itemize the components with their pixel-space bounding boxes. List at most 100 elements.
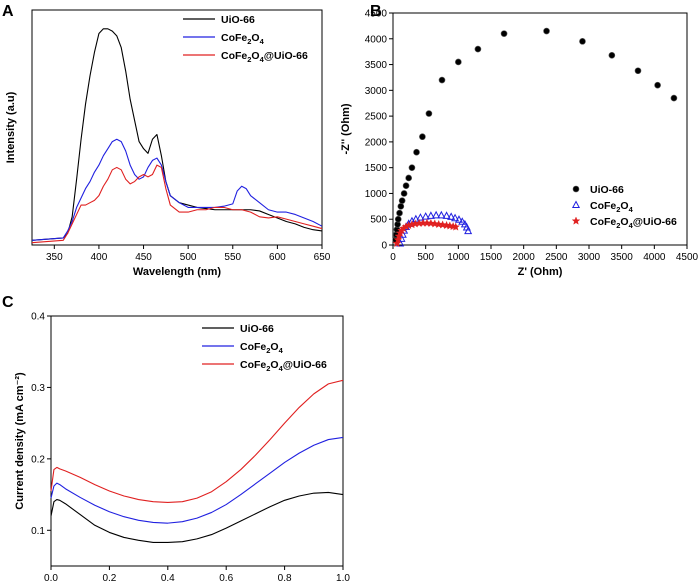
x-tick-label: 600 — [269, 252, 286, 263]
data-point — [451, 222, 461, 231]
data-point — [396, 209, 403, 217]
legend-label: CoFe2O4@UiO-66 — [221, 50, 308, 64]
legend-marker — [571, 200, 581, 208]
plot-frame — [31, 9, 323, 246]
data-point — [432, 210, 441, 219]
legend-label: UiO-66 — [221, 14, 255, 26]
y-axis-label: Current density (mA cm⁻²) — [14, 372, 26, 510]
panel-letter: C — [2, 294, 14, 311]
x-tick-label: 0.8 — [278, 573, 292, 584]
data-point — [405, 174, 412, 182]
data-point — [426, 211, 435, 219]
data-point — [394, 215, 402, 223]
legend-marker — [572, 185, 580, 193]
y-tick-label: 0.2 — [31, 454, 45, 465]
data-point — [437, 210, 446, 219]
x-axis-label: Z' (Ohm) — [518, 266, 563, 278]
panel-c-chart: C0.00.20.40.60.81.00.10.20.30.4Applied p… — [2, 294, 350, 588]
y-tick-label: 3500 — [365, 60, 388, 71]
x-tick-label: 2000 — [513, 252, 536, 263]
series-line-cofe2o4 — [31, 138, 323, 241]
x-tick-label: 650 — [314, 252, 331, 263]
series-line-cofe2o4-uio-66 — [50, 379, 344, 503]
y-tick-label: 500 — [370, 215, 387, 226]
legend-label: UiO-66 — [590, 184, 624, 196]
x-tick-label: 0.0 — [44, 573, 58, 584]
data-point — [438, 76, 446, 84]
data-point — [670, 94, 678, 102]
legend-label: CoFe2O4 — [590, 200, 634, 214]
x-tick-label: 0.6 — [219, 573, 233, 584]
data-point — [402, 182, 410, 190]
legend-label: CoFe2O4@UiO-66 — [240, 359, 327, 373]
legend-label: CoFe2O4 — [240, 341, 284, 355]
legend-label: CoFe2O4 — [221, 32, 265, 46]
data-point — [416, 213, 425, 221]
data-point — [543, 27, 550, 35]
y-tick-label: 0.4 — [31, 312, 45, 323]
y-tick-label: 1500 — [365, 163, 388, 174]
data-point — [464, 226, 473, 235]
x-tick-label: 4000 — [643, 252, 666, 263]
series-line-uio-66 — [50, 491, 344, 543]
data-point — [454, 215, 464, 223]
x-axis-label: Wavelength (nm) — [133, 266, 222, 278]
panel-letter: B — [370, 3, 382, 20]
x-tick-label: 0 — [390, 252, 396, 263]
data-point — [579, 38, 586, 45]
legend-label: UiO-66 — [240, 323, 274, 335]
data-point — [408, 164, 416, 171]
x-tick-label: 500 — [180, 252, 197, 263]
series-line-uio-66 — [31, 28, 323, 241]
x-tick-label: 1500 — [480, 252, 503, 263]
data-point — [442, 211, 451, 219]
data-point — [447, 212, 456, 220]
y-axis-label: Intensity (a.u) — [5, 91, 17, 163]
x-tick-label: 1000 — [447, 252, 470, 263]
y-tick-label: 3000 — [365, 86, 388, 97]
x-tick-label: 550 — [224, 252, 241, 263]
panel-letter: A — [2, 3, 14, 20]
plot-frame — [50, 315, 344, 567]
x-tick-label: 0.2 — [102, 573, 116, 584]
y-tick-label: 2500 — [365, 112, 388, 123]
x-tick-label: 3000 — [578, 252, 601, 263]
data-point — [419, 133, 426, 141]
data-point — [400, 190, 408, 197]
panel-a-chart: A 350 400 450 500 550 600 650 Wavelength (nm) Int… — [2, 3, 331, 278]
x-tick-label: 3500 — [611, 252, 634, 263]
x-tick-label: 450 — [135, 252, 152, 263]
legend-label: CoFe2O4@UiO-66 — [590, 216, 677, 230]
y-tick-label: 2000 — [365, 137, 388, 148]
data-point — [608, 51, 616, 59]
x-tick-label: 350 — [46, 252, 63, 263]
series-line-cofe2o4-uio-66 — [31, 164, 323, 244]
data-point — [425, 110, 433, 117]
series-cofe2o4-uio-66 — [392, 218, 461, 248]
x-tick-label: 2500 — [545, 252, 568, 263]
x-tick-label: 4500 — [676, 252, 699, 263]
data-point — [500, 30, 508, 37]
y-tick-label: 1000 — [365, 189, 388, 200]
y-tick-label: 0.3 — [31, 383, 45, 394]
y-tick-label: 0 — [381, 241, 387, 252]
data-point — [634, 67, 642, 75]
y-tick-label: 0.1 — [31, 526, 45, 537]
panel-b-chart: B 0 500 1000 1500 2000 2500 3000 3500 4000 4500 0 50… — [340, 3, 699, 278]
data-point — [474, 45, 482, 53]
x-tick-label: 500 — [417, 252, 434, 263]
data-point — [458, 217, 467, 225]
data-point — [421, 212, 430, 220]
x-tick-label: 1.0 — [336, 573, 350, 584]
y-tick-label: 4000 — [365, 34, 388, 45]
data-point — [654, 81, 661, 89]
plot-frame — [392, 12, 688, 246]
data-point — [455, 58, 462, 66]
y-tick-label: 4500 — [365, 9, 388, 20]
data-point — [397, 203, 405, 210]
x-tick-label: 0.4 — [161, 573, 175, 584]
series-uio-66 — [392, 27, 678, 244]
legend-marker — [571, 216, 581, 225]
x-tick-label: 400 — [91, 252, 108, 263]
